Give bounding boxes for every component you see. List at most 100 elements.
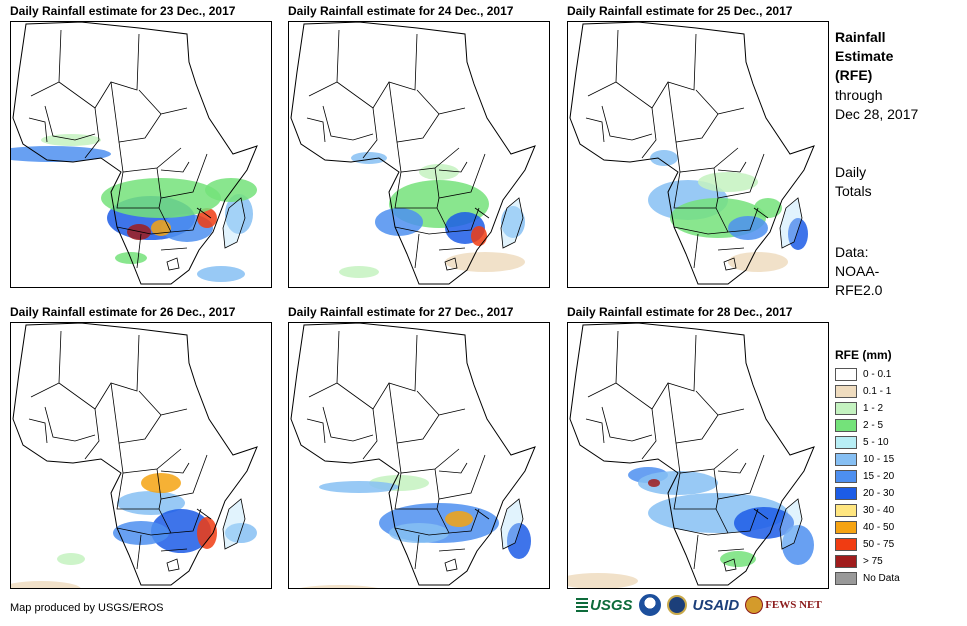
legend-item: 30 - 40 xyxy=(835,502,900,519)
rainfall-cell xyxy=(197,266,245,282)
country-border xyxy=(306,418,326,444)
rainfall-cell xyxy=(57,553,85,565)
rainfall-cell xyxy=(650,150,678,166)
legend-item: 15 - 20 xyxy=(835,468,900,485)
country-border xyxy=(136,534,142,570)
fews-net-logo: FEWS NET xyxy=(745,596,822,614)
lesotho-outline xyxy=(723,558,737,572)
rainfall-cell xyxy=(339,266,379,278)
legend-swatch xyxy=(835,521,857,534)
country-border xyxy=(753,508,769,520)
totals-line: Daily xyxy=(835,164,867,180)
rainfall-cell xyxy=(225,194,253,234)
africa-map xyxy=(11,22,258,285)
country-border xyxy=(322,406,374,442)
rainfall-cell xyxy=(151,509,211,553)
product-title: Rainfall Estimate (RFE) xyxy=(835,28,893,85)
legend-label: 2 - 5 xyxy=(863,420,884,431)
country-border xyxy=(438,548,466,552)
rainfall-cell xyxy=(41,134,101,146)
country-border xyxy=(138,390,162,416)
continent-land xyxy=(291,323,535,585)
country-border xyxy=(695,390,719,416)
madagascar-outline xyxy=(779,197,803,249)
rainfall-cell xyxy=(445,252,525,272)
country-border xyxy=(322,105,374,141)
country-border xyxy=(715,508,759,534)
country-border xyxy=(667,382,745,444)
map-panel-2: Daily Rainfall estimate for 24 Dec., 201… xyxy=(288,4,550,288)
country-border xyxy=(436,508,480,534)
legend-swatch xyxy=(835,555,857,568)
madagascar-outline xyxy=(779,498,803,550)
legend-item: 2 - 5 xyxy=(835,417,900,434)
continent-land xyxy=(291,22,535,284)
country-border xyxy=(136,233,142,269)
rainfall-map xyxy=(10,21,272,288)
rainfall-cell xyxy=(319,481,399,493)
map-panel-4: Daily Rainfall estimate for 26 Dec., 201… xyxy=(10,305,272,589)
panel-title: Daily Rainfall estimate for 23 Dec., 201… xyxy=(10,4,236,18)
country-border xyxy=(116,527,172,536)
credit-text: Map produced by USGS/EROS xyxy=(10,602,164,614)
panel-title: Daily Rainfall estimate for 25 Dec., 201… xyxy=(567,4,793,18)
rainfall-map xyxy=(288,322,550,589)
country-border xyxy=(438,161,468,173)
country-border xyxy=(436,207,480,233)
lesotho-outline xyxy=(166,257,180,271)
legend-swatch xyxy=(835,572,857,585)
country-border xyxy=(84,408,100,460)
rainfall-layer xyxy=(299,475,531,588)
legend-swatch xyxy=(835,419,857,432)
continent-land xyxy=(570,323,814,585)
country-border xyxy=(394,527,450,536)
product-title-line: Estimate xyxy=(835,48,894,64)
country-border xyxy=(673,527,729,536)
country-border xyxy=(673,171,719,209)
country-border xyxy=(414,534,420,570)
legend-swatch xyxy=(835,385,857,398)
country-border xyxy=(44,406,96,442)
country-border xyxy=(84,107,100,159)
country-border xyxy=(695,89,719,115)
panel-title: Daily Rainfall estimate for 24 Dec., 201… xyxy=(288,4,514,18)
country-border xyxy=(438,462,468,474)
product-title-line: (RFE) xyxy=(835,67,873,83)
coastline xyxy=(569,22,815,285)
country-border xyxy=(160,247,188,251)
country-border xyxy=(160,462,190,474)
country-border xyxy=(196,207,212,219)
country-border xyxy=(693,233,699,269)
through-date: Dec 28, 2017 xyxy=(835,106,919,122)
country-border xyxy=(673,226,729,235)
legend-item: 50 - 75 xyxy=(835,536,900,553)
madagascar-outline xyxy=(222,197,246,249)
rainfall-cell xyxy=(419,164,459,180)
legend-label: 50 - 75 xyxy=(863,539,895,550)
rainfall-cell xyxy=(225,523,257,543)
coastline xyxy=(569,323,815,586)
country-border xyxy=(717,247,745,251)
madagascar-outline xyxy=(500,197,524,249)
rainfall-cell xyxy=(299,585,379,588)
country-border xyxy=(116,226,172,235)
noaa-logo-icon xyxy=(638,594,661,616)
country-border xyxy=(394,226,450,235)
country-border xyxy=(601,105,653,141)
panel-title: Daily Rainfall estimate for 26 Dec., 201… xyxy=(10,305,236,319)
map-panel-1: Daily Rainfall estimate for 23 Dec., 201… xyxy=(10,4,272,288)
country-border xyxy=(388,382,466,444)
rainfall-cell xyxy=(728,216,768,240)
rainfall-cell xyxy=(11,581,81,588)
country-border xyxy=(306,117,326,143)
rainfall-cell xyxy=(754,198,782,218)
legend-item: 1 - 2 xyxy=(835,400,900,417)
country-border xyxy=(414,233,420,269)
rainfall-layer xyxy=(11,473,257,588)
country-border xyxy=(110,81,188,143)
map-panel-5: Daily Rainfall estimate for 27 Dec., 201… xyxy=(288,305,550,589)
rainfall-cell xyxy=(445,511,473,527)
legend-title: RFE (mm) xyxy=(835,348,892,362)
africa-map xyxy=(290,323,536,588)
coastline xyxy=(12,22,258,285)
